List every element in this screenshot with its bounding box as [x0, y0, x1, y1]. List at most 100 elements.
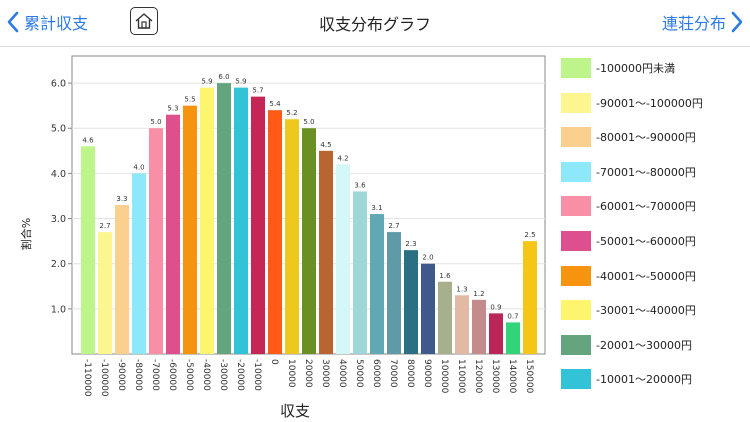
forward-label: 連荘分布 [661, 14, 726, 33]
bar--20000 [234, 87, 248, 354]
x-tick-label: -100000 [99, 359, 109, 397]
data-label: 2.7 [388, 222, 399, 230]
data-label: 1.2 [473, 290, 484, 298]
y-tick-label: 1.0 [51, 304, 66, 315]
legend-label: -100000円未満 [596, 62, 675, 75]
legend-item: -40001～-50000円 [561, 265, 696, 286]
data-label: 4.6 [82, 136, 94, 144]
bar--30000 [217, 83, 231, 354]
bar--60000 [166, 114, 180, 355]
bar-30000 [319, 150, 333, 354]
x-tick-label: 140000 [507, 359, 517, 394]
bar--10000 [251, 96, 265, 355]
x-axis-title: 収支 [280, 402, 310, 420]
legend-item: -100000円未満 [561, 58, 675, 78]
nav-bar: 累計収支 収支分布グラフ 連荘分布 [0, 0, 750, 47]
data-label: 1.6 [439, 272, 451, 280]
data-label: 2.3 [405, 240, 416, 248]
bar--70000 [149, 128, 163, 354]
x-tick-label: -70000 [150, 359, 160, 391]
x-tick-label: 40000 [337, 359, 347, 388]
forward-button[interactable]: 連荘分布 [662, 10, 744, 34]
data-label: 5.3 [167, 105, 178, 113]
legend-item: -20001～30000円 [561, 334, 692, 355]
legend-label: -40001～-50000円 [596, 269, 696, 283]
bar-chart: 1.02.03.04.05.06.04.6-1100002.7-1000003.… [19, 55, 546, 420]
bar-10000 [285, 119, 299, 354]
legend-item: -70001～-80000円 [561, 161, 696, 182]
legend-swatch [561, 300, 591, 321]
data-label: 4.0 [133, 163, 144, 171]
data-label: 6.0 [218, 73, 229, 81]
bar--80000 [132, 173, 146, 354]
legend-label: -90001～-100000円 [596, 96, 703, 110]
bar--110000 [81, 146, 95, 354]
x-tick-label: -110000 [82, 359, 92, 397]
y-tick-label: 2.0 [51, 259, 66, 270]
data-label: 5.9 [235, 78, 246, 86]
legend-swatch [561, 334, 591, 355]
x-tick-label: 30000 [320, 359, 330, 388]
x-tick-label: 120000 [473, 359, 483, 394]
bar-150000 [523, 241, 537, 354]
bar--100000 [98, 232, 112, 354]
x-tick-label: 70000 [388, 359, 398, 388]
data-label: 5.9 [201, 78, 212, 86]
legend-item: -10001～20000円 [561, 369, 692, 390]
legend-swatch [561, 265, 591, 286]
x-tick-label: 80000 [405, 359, 415, 388]
x-tick-label: -30000 [218, 359, 228, 391]
bar-120000 [472, 299, 486, 354]
data-label: 5.7 [252, 87, 263, 95]
bar-50000 [353, 191, 367, 354]
bar-130000 [489, 313, 503, 354]
bar--50000 [183, 105, 197, 354]
legend-label: -80001～-90000円 [596, 131, 696, 145]
x-tick-label: 20000 [303, 359, 313, 388]
legend-label: -50001～-60000円 [596, 235, 696, 248]
legend-item: -60001～-70000円 [561, 196, 696, 217]
y-axis-title: 割合% [19, 218, 33, 250]
y-tick-label: 5.0 [51, 124, 66, 135]
data-label: 1.3 [456, 285, 467, 293]
data-label: 3.3 [116, 195, 127, 203]
legend-item: -90001～-100000円 [561, 92, 703, 113]
bar-100000 [438, 281, 452, 354]
bar--90000 [115, 205, 129, 354]
data-label: 2.5 [524, 231, 535, 239]
y-tick-label: 4.0 [51, 169, 66, 180]
home-button[interactable] [130, 7, 158, 35]
legend-label: -30001～-40000円 [596, 304, 696, 318]
data-label: 0.7 [507, 312, 518, 320]
data-label: 3.6 [354, 181, 366, 189]
legend-swatch [561, 196, 591, 217]
legend-item: -30001～-40000円 [561, 300, 696, 321]
data-label: 4.2 [337, 154, 348, 162]
x-tick-label: 10000 [286, 359, 296, 388]
bar-90000 [421, 263, 435, 354]
bar-80000 [404, 250, 418, 354]
x-tick-label: 110000 [456, 359, 466, 394]
data-label: 3.1 [371, 204, 382, 212]
legend-swatch [561, 58, 591, 78]
x-tick-label: 130000 [490, 359, 500, 394]
x-tick-label: -10000 [252, 359, 262, 391]
bar-60000 [370, 214, 384, 354]
data-label: 5.0 [303, 118, 314, 126]
x-tick-label: -40000 [201, 359, 211, 391]
legend-label: -10001～20000円 [596, 373, 692, 387]
legend-label: -70001～-80000円 [596, 165, 696, 179]
data-label: 5.4 [269, 100, 281, 108]
back-button[interactable]: 累計収支 [6, 10, 88, 34]
legend-item: -50001～-60000円 [561, 231, 696, 251]
x-tick-label: -60000 [167, 359, 177, 391]
data-label: 0.9 [490, 303, 501, 311]
x-tick-label: 100000 [439, 359, 449, 394]
legend-label: -20001～30000円 [596, 338, 692, 352]
x-tick-label: 50000 [354, 359, 364, 388]
bar-0 [268, 110, 282, 354]
chevron-left-icon [7, 11, 19, 33]
legend-item: -80001～-90000円 [561, 127, 696, 148]
legend-swatch [561, 369, 591, 390]
bar-40000 [336, 164, 350, 354]
